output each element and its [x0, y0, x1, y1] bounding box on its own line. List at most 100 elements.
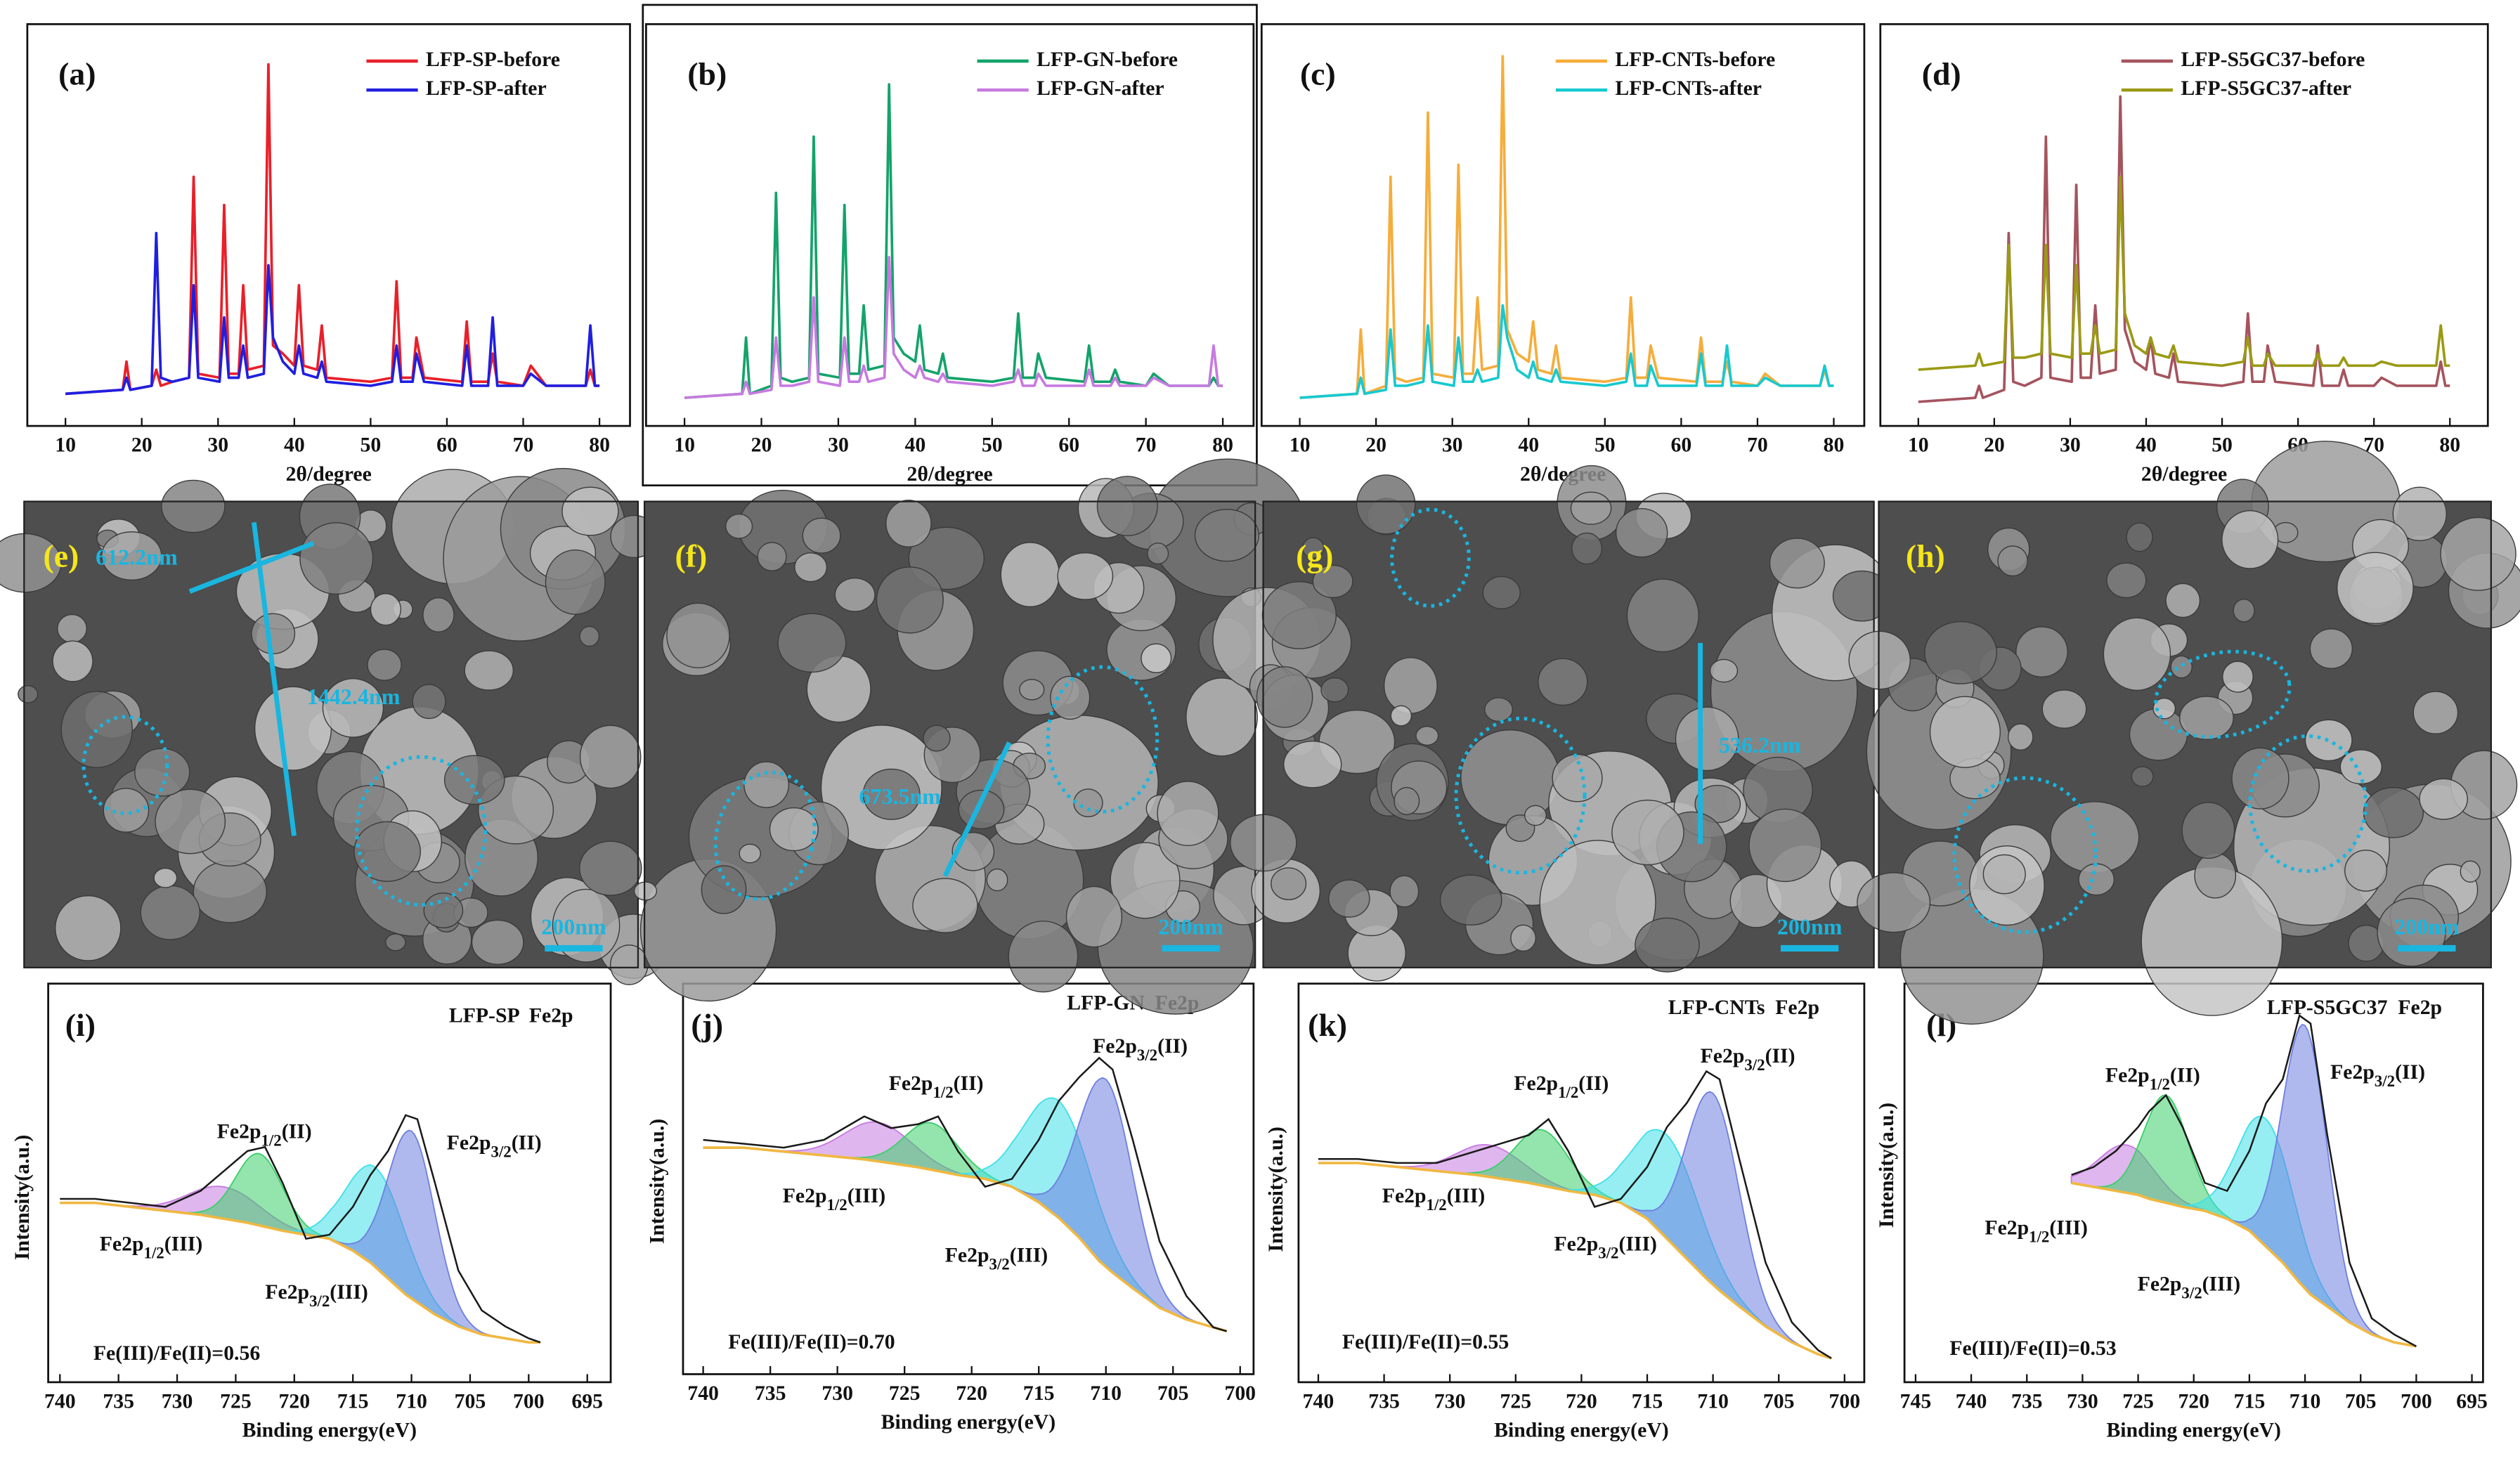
x-tick-label: 730 — [821, 1382, 853, 1405]
component-label-suffix: (II) — [2170, 1064, 2200, 1086]
x-axis-label: Binding energy(eV) — [2106, 1420, 2280, 1442]
x-tick-label: 10 — [55, 434, 76, 457]
sem-particle — [1439, 874, 1502, 926]
x-tick-label: 30 — [2060, 434, 2081, 457]
component-label-base: Fe2p — [1514, 1072, 1558, 1095]
component-label-base: Fe2p — [447, 1131, 491, 1154]
panel-label: (k) — [1308, 1007, 1347, 1043]
measure-line — [942, 741, 1012, 877]
sem-particle — [1019, 679, 1045, 701]
sem-particle — [1675, 706, 1739, 772]
sem-particle — [1096, 476, 1158, 536]
component-label-sub: 3/2 — [1137, 1046, 1157, 1064]
sem-particle — [1050, 675, 1091, 720]
sem-particle — [794, 552, 828, 583]
component-label-base: Fe2p — [1701, 1045, 1745, 1067]
component-label-base: Fe2p — [783, 1185, 827, 1207]
x-tick-label: 80 — [1824, 434, 1845, 457]
component-label-sub: 3/2 — [1744, 1056, 1765, 1074]
sem-particle — [2392, 486, 2447, 541]
x-tick-label: 60 — [436, 434, 457, 457]
sem-particle — [1157, 781, 1219, 846]
sem-particle — [2233, 598, 2255, 623]
sem-particle — [633, 881, 658, 901]
xrd-line — [1918, 95, 2450, 403]
x-tick-label: 700 — [1224, 1382, 1256, 1405]
sem-particle — [1538, 658, 1588, 706]
ratio-annotation: Fe(III)/Fe(II)=0.53 — [1949, 1337, 2116, 1360]
component-label-base: Fe2p — [2330, 1061, 2375, 1084]
sem-particle — [725, 513, 753, 539]
highlight-circle — [2154, 649, 2292, 739]
component-label-base: Fe2p — [1554, 1233, 1599, 1255]
sem-particle — [1982, 854, 2026, 895]
panel-label: (a) — [58, 56, 96, 91]
xrd-line — [1299, 55, 1834, 399]
highlight-circle — [713, 770, 817, 901]
panel-title: LFP-CNTs Fe2p — [1668, 996, 1819, 1019]
sem-particle — [2337, 552, 2414, 624]
component-label-suffix: (III) — [847, 1185, 885, 1207]
sem-particle — [2440, 517, 2516, 591]
xrd-line — [65, 63, 600, 396]
component-label-sub: 1/2 — [261, 1131, 281, 1149]
legend-label: LFP-CNTs-after — [1615, 77, 1762, 100]
sem-particle — [18, 685, 39, 703]
panel-title: LFP-S5GC37 Fe2p — [2267, 996, 2442, 1019]
x-tick-label: 50 — [2212, 434, 2233, 457]
sem-particle — [1635, 917, 1700, 973]
sem-particle — [1615, 508, 1668, 558]
sem-particle — [140, 885, 200, 940]
component-label-base: Fe2p — [945, 1244, 989, 1266]
sem-particle — [885, 500, 932, 547]
sem-particle — [561, 486, 619, 536]
panel-label: (h) — [1906, 538, 1945, 573]
sem-particle — [743, 761, 790, 808]
background-line — [1318, 1162, 1832, 1360]
component-label: Fe2p1/2(III) — [1985, 1216, 2087, 1245]
highlight-circle — [1046, 665, 1160, 814]
sem-particle — [666, 602, 730, 668]
sem-particle — [834, 577, 876, 612]
component-label-sub: 3/2 — [2181, 1284, 2202, 1301]
component-label: Fe2p3/2(III) — [1554, 1233, 1657, 1261]
sem-particle — [134, 748, 190, 797]
sem-particle — [161, 479, 226, 533]
x-tick-label: 50 — [1595, 434, 1616, 457]
raw-spectrum — [60, 1114, 541, 1344]
sem-particle — [1390, 705, 1412, 727]
sem-particle — [1312, 564, 1353, 599]
x-tick-label: 695 — [2456, 1390, 2488, 1413]
component-label-sub: 1/2 — [144, 1244, 164, 1261]
sem-particle — [1110, 842, 1181, 919]
ratio-annotation: Fe(III)/Fe(II)=0.55 — [1342, 1331, 1509, 1353]
sem-particle — [1302, 537, 1325, 559]
x-tick-label: 725 — [220, 1390, 252, 1413]
y-axis-label: Intensity(a.u.) — [11, 1135, 34, 1260]
sem-particle — [1271, 867, 1307, 900]
sem-particle — [1571, 532, 1603, 565]
component-label-suffix: (II) — [282, 1120, 312, 1143]
sem-particle — [1073, 788, 1103, 817]
sem-particle — [153, 867, 178, 888]
x-axis-label: Binding energy(eV) — [881, 1411, 1056, 1434]
x-tick-label: 20 — [751, 434, 772, 457]
x-tick-label: 70 — [1747, 434, 1768, 457]
xrd-line — [684, 256, 1223, 399]
x-tick-label: 735 — [103, 1390, 134, 1413]
highlight-circle — [1390, 507, 1471, 608]
sem-particle — [1626, 578, 1699, 653]
panel-label: (c) — [1300, 56, 1336, 91]
x-tick-label: 720 — [1566, 1390, 1597, 1413]
legend-label: LFP-GN-after — [1037, 77, 1164, 100]
x-tick-label: 710 — [396, 1390, 427, 1413]
legend-label: LFP-GN-before — [1037, 48, 1178, 71]
sem-particle — [1194, 509, 1259, 562]
sem-particle — [757, 542, 787, 571]
x-tick-label: 700 — [1829, 1390, 1861, 1413]
sem-particle — [471, 919, 524, 965]
sem-particle — [1748, 808, 1822, 883]
x-tick-label: 735 — [755, 1382, 786, 1405]
component-label-base: Fe2p — [889, 1072, 933, 1095]
